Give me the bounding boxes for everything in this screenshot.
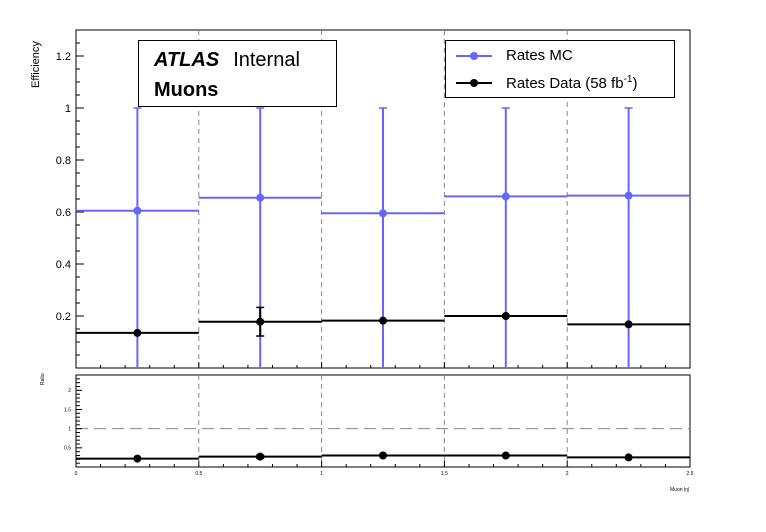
ratio-series-0-point-3	[501, 451, 510, 460]
main-series-1-point-0	[133, 328, 142, 337]
ratio-x-tick-label-1: 0.5	[195, 471, 202, 477]
atlas-label: ATLAS	[154, 49, 220, 71]
legend-entry-mc: Rates MC	[454, 46, 669, 66]
main-y-tick-label-1: 0.4	[56, 259, 71, 271]
legend-label-data-prefix: Rates Data (58 fb	[506, 75, 624, 92]
ratio-x-tick-label-0: 0	[75, 471, 78, 477]
atlas-label-line: ATLAS Internal	[154, 49, 300, 72]
ratio-y-tick-label-0: 0.5	[64, 446, 71, 452]
main-y-axis-label: Efficiency	[30, 41, 42, 88]
ratio-x-tick-label-2: 1	[320, 471, 323, 477]
main-y-tick-label-2: 0.6	[56, 207, 71, 219]
legend-marker-data	[456, 79, 492, 87]
main-series-1-point-2	[379, 316, 387, 325]
ratio-y-tick-label-3: 2	[68, 388, 71, 394]
main-series-0-point-3	[501, 192, 510, 201]
legend-label-data: Rates Data (58 fb-1)	[506, 74, 637, 92]
main-y-tick-label-4: 1	[65, 103, 71, 115]
main-series-1-point-1	[256, 317, 265, 326]
ratio-plot-area: 0.5 1 1.5 2 0 0.5 1 1.5 2 2.5	[64, 374, 694, 477]
main-series-1-point-3	[501, 312, 510, 320]
legend-entry-data: Rates Data (58 fb-1)	[454, 73, 669, 93]
legend-marker-mc	[456, 52, 492, 60]
ratio-x-tick-label-5: 2.5	[687, 471, 694, 477]
main-y-tick-label-5: 1.2	[56, 51, 71, 63]
ratio-series-0-point-2	[379, 451, 387, 460]
ratio-x-axis-label: Muon |η|	[670, 487, 690, 493]
main-series-0-point-0	[133, 206, 142, 215]
legend-label-data-exp: -1	[623, 74, 633, 85]
main-y-tick-label-0: 0.2	[56, 311, 71, 323]
main-series-0-point-1	[256, 193, 265, 202]
plot-subtitle: Muons	[154, 79, 219, 101]
legend-label-data-suffix: )	[632, 75, 638, 92]
ratio-y-axis-label: Ratio	[40, 373, 46, 385]
legend: Rates MC Rates Data (58 fb-1)	[445, 40, 675, 98]
ratio-y-tick-label-2: 1.5	[64, 407, 71, 413]
main-series-0-point-4	[624, 191, 633, 200]
ratio-x-tick-label-3: 1.5	[441, 471, 448, 477]
ratio-series-0-point-0	[133, 454, 142, 463]
main-y-tick-label-3: 0.8	[56, 155, 71, 167]
ratio-series-0-point-1	[256, 452, 265, 461]
ratio-series-0-point-4	[624, 453, 633, 462]
atlas-label-box: ATLAS Internal Muons	[138, 40, 337, 107]
main-series-0-point-2	[379, 209, 387, 218]
ratio-y-tick-label-1: 1	[68, 426, 71, 432]
main-plot-area: 0.2 0.4 0.6 0.8 1 1.2	[56, 29, 691, 369]
ratio-x-tick-label-4: 2	[566, 471, 569, 477]
atlas-status: Internal	[233, 49, 300, 71]
legend-label-mc: Rates MC	[506, 47, 573, 64]
main-series-1-point-4	[624, 320, 633, 329]
